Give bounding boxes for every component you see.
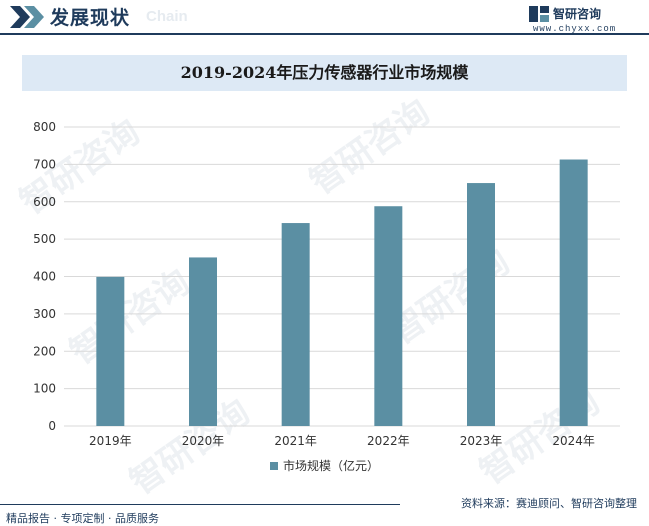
y-tick-label: 0 bbox=[48, 419, 56, 433]
chart-title: 2019-2024年压力传感器行业市场规模 bbox=[22, 55, 627, 91]
x-tick-label: 2024年 bbox=[552, 434, 595, 448]
footer-tagline: 精品报告 · 专项定制 · 品质服务 bbox=[6, 512, 159, 525]
bar bbox=[189, 257, 217, 426]
section-title: 发展现状 bbox=[50, 7, 131, 29]
bar bbox=[374, 206, 403, 426]
x-tick-label: 2021年 bbox=[274, 434, 317, 448]
data-source: 资料来源：赛迪顾问、智研咨询整理 bbox=[461, 497, 637, 510]
x-tick-label: 2022年 bbox=[367, 434, 410, 448]
y-tick-label: 800 bbox=[33, 120, 56, 134]
bar bbox=[96, 276, 125, 426]
y-tick-label: 300 bbox=[33, 307, 56, 321]
chart-legend: 市场规模（亿元） bbox=[0, 457, 649, 474]
brand-name: 智研咨询 bbox=[553, 7, 602, 21]
legend-swatch bbox=[269, 461, 278, 470]
y-tick-label: 500 bbox=[33, 232, 56, 246]
bar bbox=[281, 223, 310, 426]
x-tick-label: 2023年 bbox=[460, 434, 503, 448]
y-tick-label: 700 bbox=[33, 157, 56, 171]
brand-url: www.chyxx.com bbox=[533, 24, 617, 34]
double-chevron-icon bbox=[10, 6, 44, 28]
bar bbox=[559, 159, 588, 427]
legend-label: 市场规模（亿元） bbox=[282, 459, 379, 473]
section-subtitle-en: Chain bbox=[146, 8, 188, 25]
y-tick-label: 200 bbox=[33, 344, 56, 358]
y-tick-label: 400 bbox=[33, 270, 56, 284]
brand-block: 智研咨询 www.chyxx.com bbox=[529, 4, 639, 34]
header-bar: 发展现状 Chain 智研咨询 www.chyxx.com bbox=[0, 0, 649, 40]
header-divider bbox=[0, 33, 649, 35]
y-tick-label: 100 bbox=[33, 382, 56, 396]
footer-divider bbox=[0, 504, 400, 505]
bar bbox=[467, 183, 495, 426]
brand-logo-icon bbox=[529, 6, 549, 22]
y-tick-label: 600 bbox=[33, 195, 56, 209]
x-tick-label: 2019年 bbox=[89, 434, 132, 448]
x-tick-label: 2020年 bbox=[182, 434, 225, 448]
